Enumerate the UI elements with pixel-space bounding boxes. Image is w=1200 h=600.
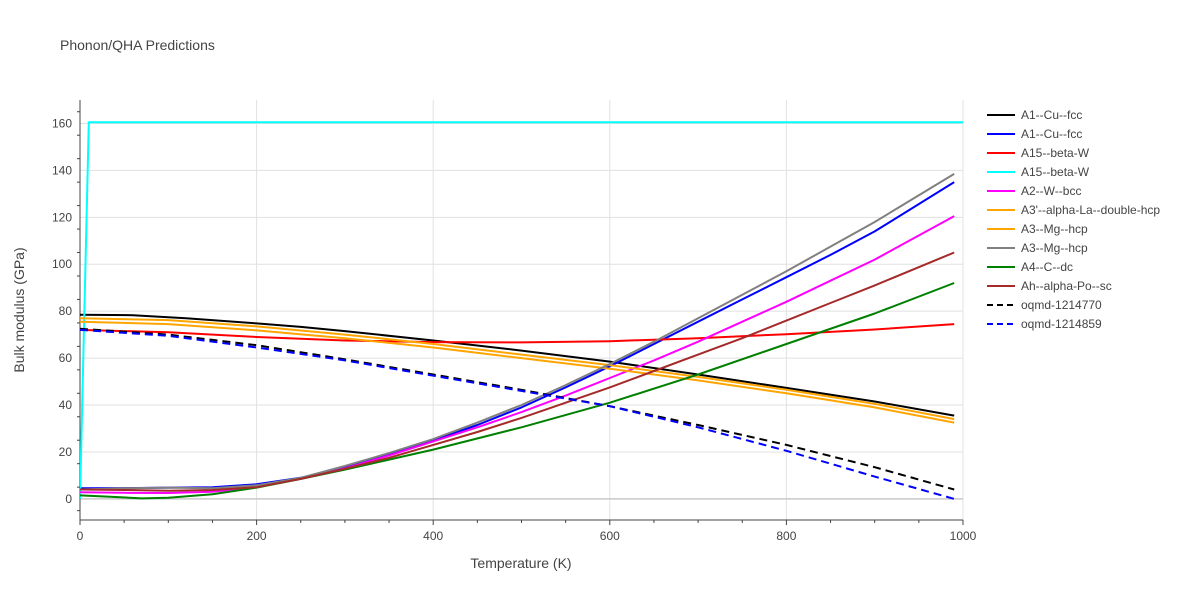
series-line-1 bbox=[80, 181, 955, 490]
y-tick-label: 160 bbox=[52, 116, 72, 130]
x-tick-label: 600 bbox=[600, 529, 620, 543]
legend-label: A3--Mg--hcp bbox=[1021, 241, 1088, 255]
legend-label: A3'--alpha-La--double-hcp bbox=[1021, 203, 1160, 217]
legend-item-11[interactable]: oqmd-1214859 bbox=[987, 317, 1102, 331]
legend-item-5[interactable]: A3'--alpha-La--double-hcp bbox=[987, 203, 1160, 217]
chart-title: Phonon/QHA Predictions bbox=[60, 37, 215, 53]
legend-item-6[interactable]: A3--Mg--hcp bbox=[987, 222, 1088, 236]
legend-label: A2--W--bcc bbox=[1021, 184, 1081, 198]
legend-item-1[interactable]: A1--Cu--fcc bbox=[987, 127, 1082, 141]
legend-item-9[interactable]: Ah--alpha-Po--sc bbox=[987, 279, 1112, 293]
legend-label: A1--Cu--fcc bbox=[1021, 108, 1082, 122]
grid bbox=[80, 100, 964, 520]
legend-item-0[interactable]: A1--Cu--fcc bbox=[987, 108, 1082, 122]
legend-label: A15--beta-W bbox=[1021, 165, 1090, 179]
legend-label: A1--Cu--fcc bbox=[1021, 127, 1082, 141]
y-tick-label: 60 bbox=[59, 351, 73, 365]
x-tick-label: 800 bbox=[776, 529, 796, 543]
series-line-8 bbox=[80, 282, 955, 500]
x-axis-title: Temperature (K) bbox=[470, 555, 571, 571]
legend-item-7[interactable]: A3--Mg--hcp bbox=[987, 241, 1088, 255]
legend-label: oqmd-1214859 bbox=[1021, 317, 1102, 331]
series-lines bbox=[80, 121, 963, 500]
y-tick-label: 100 bbox=[52, 257, 72, 271]
legend-item-10[interactable]: oqmd-1214770 bbox=[987, 298, 1102, 312]
series-line-7 bbox=[80, 173, 955, 491]
legend-item-3[interactable]: A15--beta-W bbox=[987, 165, 1090, 179]
legend-label: A4--C--dc bbox=[1021, 260, 1073, 274]
legend-item-4[interactable]: A2--W--bcc bbox=[987, 184, 1081, 198]
legend-label: A3--Mg--hcp bbox=[1021, 222, 1088, 236]
legend-item-2[interactable]: A15--beta-W bbox=[987, 146, 1090, 160]
y-tick-label: 0 bbox=[65, 492, 72, 506]
series-line-3 bbox=[80, 121, 963, 499]
legend-label: Ah--alpha-Po--sc bbox=[1021, 279, 1112, 293]
series-line-4 bbox=[80, 215, 955, 494]
y-tick-label: 40 bbox=[59, 398, 73, 412]
y-axis-title: Bulk modulus (GPa) bbox=[11, 247, 27, 372]
axes: 0 200 400 600 800 1000 0 20 40 60 80 100 120 140 160 bbox=[52, 100, 977, 543]
series-line-10 bbox=[80, 327, 955, 491]
plot-area bbox=[80, 121, 963, 500]
series-line-11 bbox=[80, 328, 955, 500]
legend-label: A15--beta-W bbox=[1021, 146, 1090, 160]
legend-label: oqmd-1214770 bbox=[1021, 298, 1102, 312]
series-line-2 bbox=[80, 323, 955, 344]
x-tick-label: 0 bbox=[77, 529, 84, 543]
legend-item-8[interactable]: A4--C--dc bbox=[987, 260, 1073, 274]
y-tick-label: 140 bbox=[52, 163, 72, 177]
x-tick-label: 400 bbox=[423, 529, 443, 543]
y-tick-label: 20 bbox=[59, 445, 73, 459]
series-line-6 bbox=[80, 320, 955, 424]
x-tick-label: 200 bbox=[247, 529, 267, 543]
x-tick-label: 1000 bbox=[950, 529, 977, 543]
series-line-5 bbox=[80, 317, 955, 421]
series-line-9 bbox=[80, 251, 955, 492]
series-line-0 bbox=[80, 313, 955, 417]
y-tick-label: 120 bbox=[52, 210, 72, 224]
legend[interactable]: A1--Cu--fcc A1--Cu--fcc A15--beta-W A15--be… bbox=[987, 108, 1160, 331]
y-tick-label: 80 bbox=[59, 304, 73, 318]
